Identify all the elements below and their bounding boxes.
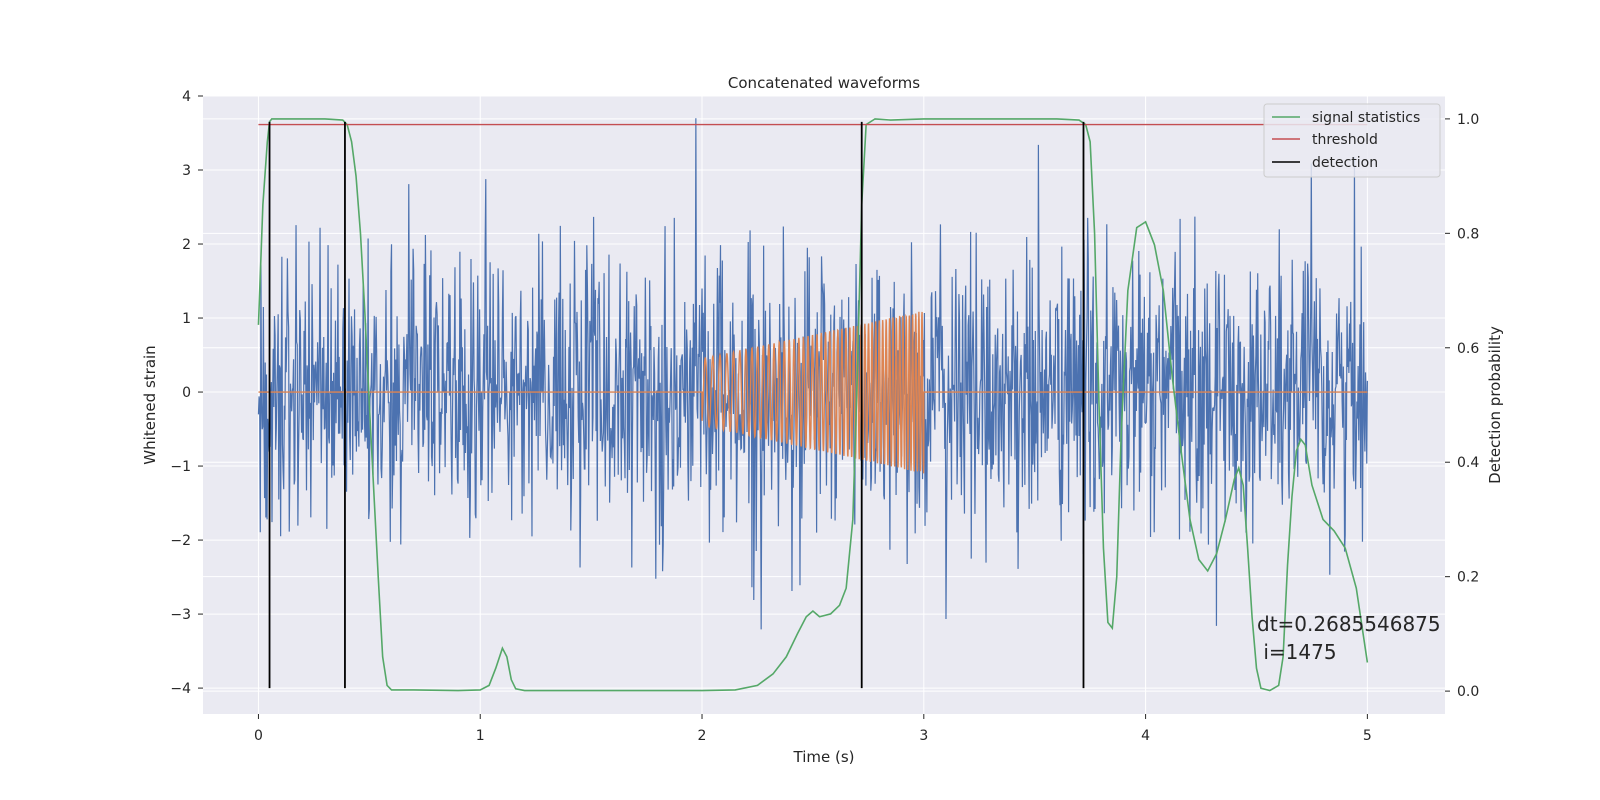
- y-tick-label: 0: [182, 385, 191, 401]
- x-tick-label: 5: [1363, 728, 1372, 744]
- x-axis-label: Time (s): [793, 748, 855, 766]
- y-tick-label: −3: [170, 607, 191, 623]
- x-tick-label: 3: [919, 728, 928, 744]
- series-waveform-line: [258, 311, 1368, 474]
- series-group: [257, 118, 1369, 692]
- y2-tick-label: 1.0: [1457, 112, 1479, 128]
- y2-tick-label: 0.6: [1457, 341, 1479, 357]
- y-tick-label: 2: [182, 237, 191, 253]
- y2-tick-label: 0.8: [1457, 226, 1479, 242]
- annotation-index: i=1475: [1257, 640, 1337, 664]
- y2-tick-label: 0.2: [1457, 570, 1479, 586]
- legend-label-threshold: threshold: [1312, 132, 1378, 148]
- y-tick-label: 1: [182, 311, 191, 327]
- y-tick-label: −4: [170, 681, 191, 697]
- y-tick-label: −1: [170, 459, 191, 475]
- legend-label-signal-statistics: signal statistics: [1312, 110, 1420, 126]
- legend: signal statistics threshold detection: [1263, 103, 1441, 178]
- y2-axis-label: Detection probability: [1486, 326, 1504, 484]
- y2-tick-label: 0.4: [1457, 455, 1479, 471]
- legend-box: [1263, 103, 1441, 178]
- x-tick-label: 0: [254, 728, 263, 744]
- x-tick-label: 2: [698, 728, 707, 744]
- axes: 0 1 2 3 4 5 −4 −3 −2 −1 0 1 2 3 4 0.0 0.2 0.4 0.6 0.8 1.0: [170, 89, 1479, 744]
- annotation-dt: dt=0.2685546875: [1257, 612, 1441, 636]
- y-tick-label: 3: [182, 163, 191, 179]
- chart-title: Concatenated waveforms: [728, 74, 920, 92]
- legend-label-detection: detection: [1312, 155, 1378, 171]
- y-tick-label: −2: [170, 533, 191, 549]
- x-tick-label: 4: [1141, 728, 1150, 744]
- y2-tick-label: 0.0: [1457, 684, 1479, 700]
- x-tick-label: 1: [476, 728, 485, 744]
- y-tick-label: 4: [182, 89, 191, 105]
- y-axis-label: Whitened strain: [141, 345, 159, 464]
- data-layer: [257, 118, 1369, 692]
